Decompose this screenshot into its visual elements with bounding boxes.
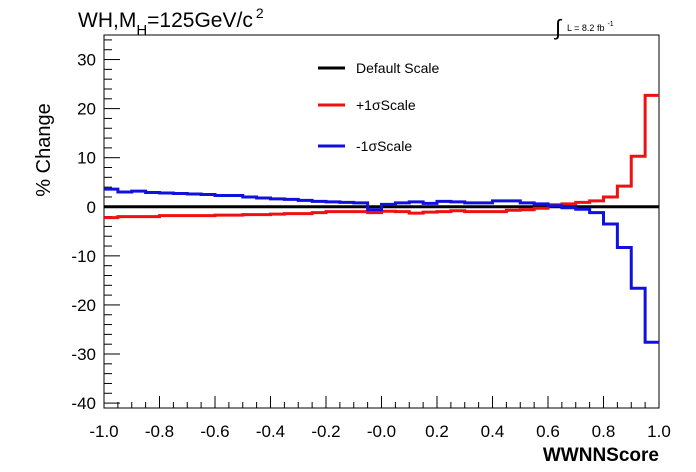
title-main: WH,M (78, 9, 136, 32)
x-tick-label: -1.0 (89, 422, 118, 441)
x-tick-label: 1.0 (647, 422, 671, 441)
lumi-label: L = 8.2 fb -1 (567, 21, 614, 33)
x-tick-label: 0.8 (592, 422, 616, 441)
series-line-plus-1sigma (104, 93, 659, 220)
y-tick-label: -40 (71, 394, 96, 413)
y-tick-label: 30 (77, 51, 96, 70)
y-tick-label: -30 (71, 345, 96, 364)
series-group (104, 93, 659, 344)
x-axis: -1.0 -0.8 -0.6 -0.4 -0.2 -0.0 0.2 0.4 0.6 0.8 1.0 (89, 396, 671, 441)
title-superscript: 2 (256, 5, 264, 21)
y-axis: -40 -30 -20 -10 0 10 20 30 (71, 39, 120, 413)
y-tick-label: -10 (71, 247, 96, 266)
y-tick-label: -20 (71, 296, 96, 315)
y-tick-label: 20 (77, 100, 96, 119)
x-tick-label: -0.6 (200, 422, 229, 441)
x-tick-label: -0.0 (367, 422, 396, 441)
legend-label-minus: -1σScale (356, 138, 412, 154)
lumi-integral: ∫ (553, 15, 563, 40)
y-tick-label: 10 (77, 149, 96, 168)
legend: Default Scale +1σScale -1σScale (318, 60, 439, 154)
y-tick-label: 0 (87, 198, 96, 217)
x-axis-title: WWNNScore (543, 445, 659, 466)
plot-frame (103, 34, 660, 409)
x-tick-label: -0.2 (311, 422, 340, 441)
legend-label-default: Default Scale (356, 60, 439, 76)
chart-title: WH,MH=125GeV/c 2 (78, 5, 264, 39)
x-tick-label: 0.4 (481, 422, 505, 441)
y-axis-title: % Change (33, 103, 55, 196)
legend-label-plus: +1σScale (356, 97, 416, 113)
x-tick-label: -0.4 (256, 422, 285, 441)
x-tick-label: 0.6 (536, 422, 560, 441)
series-line-minus-1sigma (104, 187, 659, 344)
x-tick-label: -0.8 (145, 422, 174, 441)
title-subscript: H (136, 22, 147, 39)
lumi-text: L = 8.2 fb (567, 23, 604, 33)
title-rest: =125GeV/c (147, 9, 253, 32)
lumi-superscript: -1 (607, 21, 613, 28)
x-tick-label: 0.2 (425, 422, 449, 441)
